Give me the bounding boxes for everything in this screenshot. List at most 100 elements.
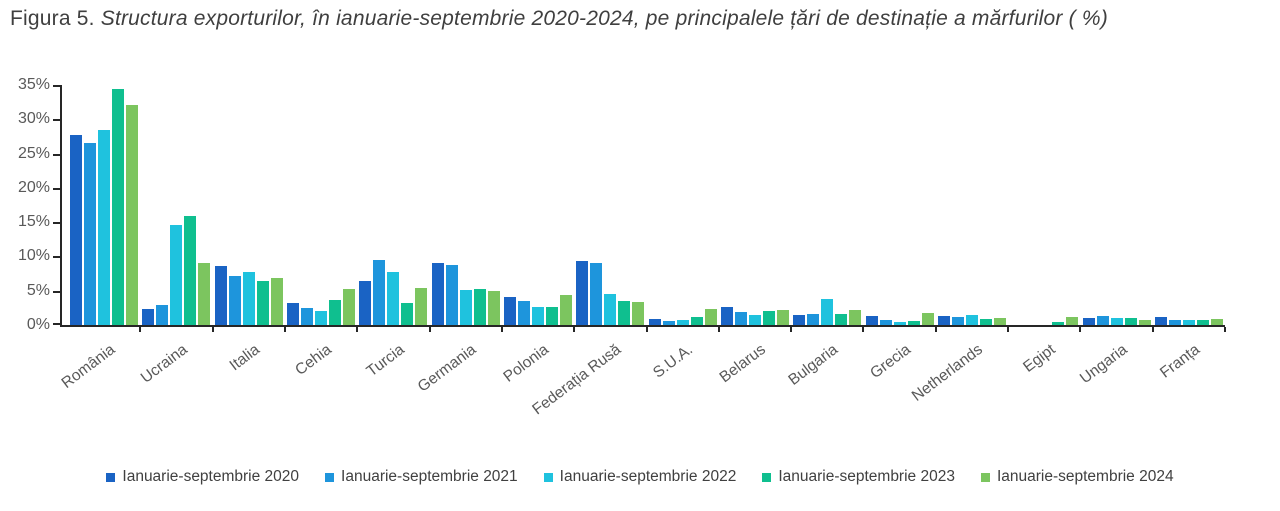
- figure-number: Figura 5.: [10, 7, 95, 30]
- bar: [487, 291, 500, 325]
- plot-row: 35% 30% 25% 20% 15% 10% 5% 0%: [8, 76, 1226, 333]
- legend-swatch-icon: [980, 472, 990, 482]
- y-axis-tick-mark: [53, 290, 60, 293]
- bar: [1196, 320, 1209, 325]
- x-axis-tick-mark: [139, 327, 142, 332]
- bar-group: [574, 85, 648, 332]
- bar: [618, 301, 631, 325]
- x-axis-tick-mark: [428, 327, 431, 332]
- bar: [951, 317, 964, 325]
- y-axis-tick-label: 10%: [17, 247, 50, 265]
- x-axis-tick-mark: [283, 327, 286, 332]
- y-axis-tick-mark: [53, 153, 60, 156]
- bar: [1182, 319, 1195, 325]
- y-axis-tick-label: 35%: [17, 76, 50, 93]
- x-axis-label-cell: Germania: [415, 327, 502, 445]
- y-axis-tick-label: 0%: [26, 316, 50, 333]
- bar: [1066, 317, 1079, 325]
- bar: [228, 275, 241, 325]
- x-axis-tick-mark: [790, 327, 793, 332]
- legend-label: Ianuarie-septembrie 2023: [778, 468, 955, 485]
- legend-item: Ianuarie-septembrie 2020: [106, 468, 299, 486]
- x-axis-tick-mark: [1151, 327, 1154, 332]
- figure-title: Structura exporturilor, în ianuarie-sept…: [100, 7, 1108, 30]
- bar: [720, 307, 733, 325]
- x-axis-tick-label: Polonia: [500, 341, 552, 386]
- bar: [401, 303, 414, 325]
- x-axis-tick-label: România: [58, 341, 119, 392]
- bar: [532, 307, 545, 325]
- x-axis-tick-label: Italia: [226, 341, 263, 375]
- bar: [518, 301, 531, 325]
- x-axis-label-cell: S.U.A.: [647, 327, 719, 445]
- bar: [287, 303, 300, 325]
- bar: [632, 301, 645, 325]
- bar: [879, 319, 892, 325]
- x-axis-tick-mark: [1079, 327, 1082, 332]
- bar: [473, 289, 486, 325]
- x-axis-tick-label: Ucraina: [137, 341, 191, 387]
- bar: [993, 318, 1006, 325]
- bar-group: [213, 85, 286, 332]
- bar: [170, 224, 183, 325]
- x-axis-tick-label: Cehia: [292, 341, 335, 379]
- bar: [242, 271, 255, 325]
- bar: [590, 263, 603, 325]
- bar: [662, 320, 675, 325]
- plot-area: [53, 85, 1226, 332]
- x-axis-tick-label: Belarus: [716, 341, 769, 387]
- bar: [965, 314, 978, 325]
- x-axis: România Ucraina Italia Cehia Turcia Germania P…: [58, 327, 1225, 445]
- y-axis-tick-mark: [53, 85, 60, 87]
- bar: [1210, 318, 1223, 325]
- x-axis-tick-mark: [356, 327, 359, 332]
- bar-chart: 35% 30% 25% 20% 15% 10% 5% 0% România Ucraina Ita…: [8, 76, 1226, 445]
- bar: [748, 315, 761, 325]
- bar: [70, 135, 83, 325]
- x-axis-label-cell: Egipt: [1008, 327, 1080, 445]
- bar: [343, 288, 356, 325]
- bar: [445, 264, 458, 325]
- x-axis-tick-mark: [1007, 327, 1010, 332]
- legend-item: Ianuarie-septembrie 2022: [543, 468, 736, 486]
- bar: [142, 309, 155, 325]
- bar: [359, 281, 372, 325]
- bar: [1138, 319, 1151, 325]
- x-axis-label-cell: Franța: [1153, 327, 1225, 445]
- bar: [776, 309, 789, 325]
- x-axis-tick-label: Grecia: [866, 341, 914, 383]
- bar: [821, 298, 834, 325]
- bar-group: [68, 85, 142, 332]
- bar: [256, 281, 269, 325]
- x-axis-label-cell: Federația Rusă: [529, 327, 646, 445]
- x-axis-label-cell: Ucraina: [137, 327, 212, 445]
- bar-group: [863, 85, 937, 332]
- legend-label: Ianuarie-septembrie 2020: [122, 468, 300, 485]
- y-axis-tick-label: 25%: [17, 144, 50, 162]
- bar-group: [647, 85, 720, 332]
- bar: [214, 266, 227, 325]
- bar: [84, 143, 97, 325]
- bar: [835, 314, 848, 325]
- legend-item: Ianuarie-septembrie 2024: [980, 468, 1174, 486]
- legend-item: Ianuarie-septembrie 2021: [325, 468, 518, 486]
- bar: [431, 263, 444, 325]
- x-axis-tick-mark: [1224, 327, 1226, 332]
- x-axis-tick-label: Franța: [1156, 341, 1203, 382]
- bar: [762, 311, 775, 325]
- legend-label: Ianuarie-septembrie 2021: [341, 468, 518, 485]
- bar: [849, 309, 862, 325]
- bar-group: [140, 85, 214, 332]
- bar: [1082, 318, 1095, 325]
- y-axis-tick-mark: [53, 222, 60, 225]
- x-axis-label-cell: Ungaria: [1077, 327, 1152, 445]
- bar: [907, 320, 920, 325]
- bar: [315, 310, 328, 325]
- x-axis-tick-label: S.U.A.: [650, 341, 697, 382]
- bar: [546, 306, 559, 325]
- y-axis: 35% 30% 25% 20% 15% 10% 5% 0%: [8, 76, 60, 333]
- bar: [807, 314, 820, 325]
- bar-group: [719, 85, 793, 332]
- bar-group: [1008, 85, 1082, 332]
- bar: [734, 311, 747, 325]
